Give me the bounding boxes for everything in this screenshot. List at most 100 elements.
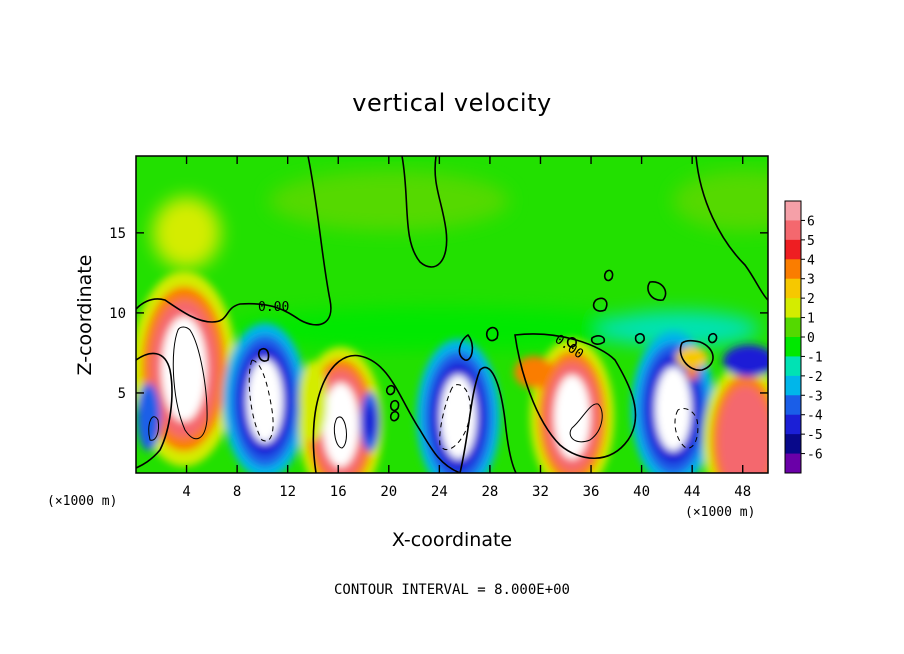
updraft-cell: [554, 374, 591, 459]
colorbar-swatch: [785, 220, 801, 241]
updraft-cell: [298, 360, 327, 441]
colorbar-tick-label: 0: [807, 331, 815, 346]
x-unit-label: (×1000 m): [685, 505, 755, 520]
downdraft-cell: [723, 344, 768, 377]
zero-contour: [603, 269, 614, 282]
x-tick-label: 24: [431, 484, 448, 500]
colorbar-tick-label: -2: [807, 370, 823, 385]
x-axis: 4 8 12 16 20 24 28 32 36 40 44 48: [182, 156, 751, 500]
y-axis-label: Z-coordinate: [74, 255, 96, 376]
colorbar-swatch: [785, 356, 801, 377]
zero-contour: [679, 339, 714, 371]
zero-contour: [695, 156, 768, 301]
colorbar-swatch: [785, 259, 801, 280]
downdraft-cell: [440, 374, 477, 459]
zero-contour: [385, 385, 396, 396]
downdraft-cell: [363, 403, 376, 440]
inner-contours: [148, 326, 699, 450]
zero-contour: [458, 333, 474, 361]
colorbar-tick-label: -1: [807, 350, 823, 365]
x-tick-label: 40: [633, 484, 650, 500]
colorbar-swatch: [785, 317, 801, 338]
updraft-cell: [686, 367, 699, 380]
colorbar-tick-label: 4: [807, 253, 815, 268]
negative-contour: [248, 359, 274, 442]
colorbar-swatch: [785, 239, 801, 260]
negative-contour: [674, 407, 699, 449]
x-tick-label: 8: [233, 484, 241, 500]
chart-title: vertical velocity: [352, 89, 551, 117]
zero-contour: [707, 333, 718, 344]
colorbar-swatch: [785, 453, 801, 474]
updraft-cell: [322, 382, 359, 467]
field-band: [268, 170, 509, 231]
positive-contour: [569, 403, 603, 443]
colorbar-swatch: [785, 414, 801, 435]
field-band: [229, 306, 650, 351]
x-tick-label: 48: [734, 484, 751, 500]
colorbar-tick-label: -3: [807, 389, 823, 404]
updraft-cell: [718, 385, 768, 473]
contour-label: 0.00: [258, 300, 289, 315]
updraft-cell: [514, 356, 555, 389]
colorbar-swatch: [785, 298, 801, 319]
colorbar-swatch: [785, 337, 801, 357]
y-tick-label: 15: [109, 226, 126, 242]
x-axis-label: X-coordinate: [392, 529, 512, 551]
negative-contour: [439, 384, 471, 450]
field-band: [152, 196, 221, 269]
colorbar-swatch: [785, 375, 801, 396]
zero-contour: [514, 333, 637, 460]
colorbar-tick-label: -6: [807, 448, 823, 463]
zero-contour: [647, 281, 667, 301]
colorbar-tick-label: 5: [807, 234, 815, 249]
colorbar-tick-label: 2: [807, 292, 815, 307]
field-band: [599, 310, 760, 347]
x-tick-label: 28: [481, 484, 498, 500]
x-tick-label: 44: [684, 484, 701, 500]
y-axis: 5 10 15: [109, 226, 768, 402]
x-tick-label: 36: [583, 484, 600, 500]
updraft-cell: [676, 346, 709, 369]
contour-interval-note: CONTOUR INTERVAL = 8.000E+00: [334, 582, 570, 598]
zero-contour: [389, 411, 400, 422]
zero-contour: [312, 354, 461, 473]
zero-contour: [401, 156, 448, 268]
x-tick-label: 4: [182, 484, 190, 500]
zero-contour: [590, 335, 606, 345]
colorbar: 6 5 4 3 2 1 0 -1 -2 -3 -4 -5 -6: [784, 200, 823, 474]
updraft-cell: [161, 316, 207, 422]
plot-frame: [135, 155, 769, 474]
x-tick-label: 12: [279, 484, 296, 500]
x-tick-label: 32: [532, 484, 549, 500]
colorbar-swatch: [785, 434, 801, 455]
x-tick-label: 20: [380, 484, 397, 500]
colorbar-tick-label: 1: [807, 312, 815, 327]
zero-contour: [485, 326, 499, 342]
downdraft-cell: [655, 366, 692, 451]
zero-contour: [634, 333, 645, 344]
positive-contour: [172, 326, 208, 440]
downdraft-cell: [246, 358, 283, 443]
y-tick-label: 5: [118, 386, 126, 402]
zero-contour: [257, 347, 270, 362]
y-unit-label: (×1000 m): [47, 494, 117, 509]
plot-area: [136, 156, 768, 473]
colorbar-tick-label: -4: [807, 409, 823, 424]
x-tick-label: 16: [330, 484, 347, 500]
zero-contour: [136, 352, 173, 469]
positive-contour: [148, 416, 159, 441]
colorbar-swatch: [785, 395, 801, 416]
zero-contour: [389, 400, 400, 412]
zero-contour: [566, 337, 577, 348]
zero-contour: [592, 297, 608, 312]
y-tick-label: 10: [109, 306, 126, 322]
field-soft: [152, 170, 768, 351]
colorbar-swatch: [785, 201, 801, 221]
contour-lines: [136, 156, 768, 473]
colorbar-tick-label: 3: [807, 273, 815, 288]
field-band: [672, 170, 768, 231]
zero-contour: [136, 156, 332, 326]
colorbar-swatch: [785, 278, 801, 299]
